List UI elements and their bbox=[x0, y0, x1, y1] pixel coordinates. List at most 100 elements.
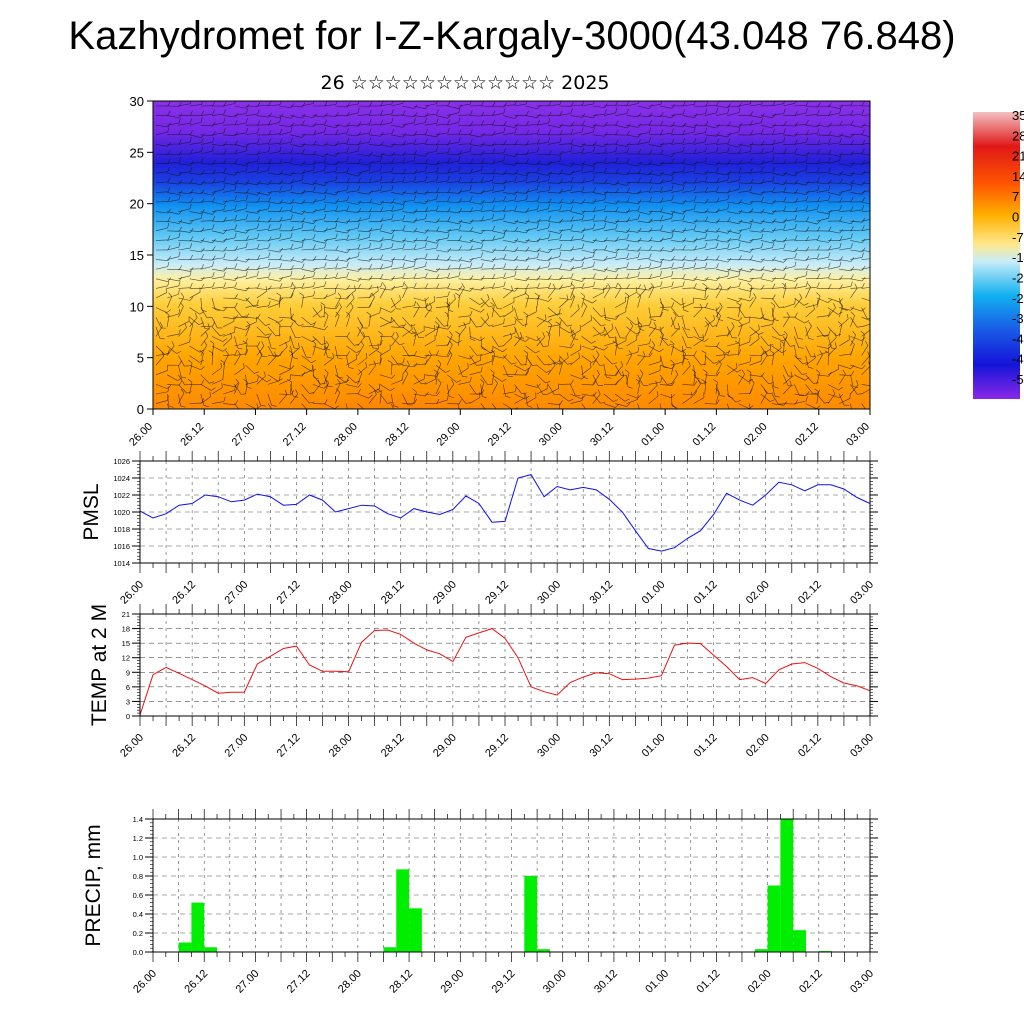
x-tick-label: 27.00 bbox=[230, 421, 258, 449]
colorbar-label: 28 bbox=[1012, 128, 1024, 143]
colorbar-gradient bbox=[973, 112, 1020, 399]
x-tick-label: 02.12 bbox=[797, 968, 825, 996]
x-tick-label: 01.00 bbox=[640, 732, 668, 760]
y-tick-label: 10 bbox=[130, 299, 144, 314]
x-tick-label: 29.00 bbox=[431, 579, 459, 607]
y-tick-label: 6 bbox=[126, 683, 130, 692]
x-tick-label: 02.00 bbox=[742, 421, 770, 449]
y-tick-label: 1014 bbox=[113, 559, 130, 568]
x-tick-label: 30.12 bbox=[592, 968, 620, 996]
y-tick-label: 0.0 bbox=[133, 948, 143, 957]
y-tick-label: 5 bbox=[137, 351, 144, 366]
x-tick-label: 27.00 bbox=[222, 732, 250, 760]
x-tick-label: 29.12 bbox=[490, 968, 518, 996]
x-tick-label: 03.00 bbox=[844, 421, 872, 449]
y-axis-label: PMSL bbox=[80, 483, 103, 540]
x-tick-label: 30.00 bbox=[535, 579, 563, 607]
y-axis-label: PRECIP, mm bbox=[82, 824, 105, 946]
x-tick-label: 28.00 bbox=[336, 968, 364, 996]
y-tick-label: 0.8 bbox=[133, 872, 143, 881]
x-tick-label: 02.00 bbox=[744, 579, 772, 607]
y-tick-label: 12 bbox=[122, 654, 130, 663]
y-tick-label: 0 bbox=[126, 712, 130, 721]
y-tick-label: 15 bbox=[122, 639, 130, 648]
x-tick-label: 02.12 bbox=[796, 732, 824, 760]
x-tick-label: 27.00 bbox=[234, 968, 262, 996]
precip-bar bbox=[537, 949, 550, 952]
x-tick-label: 30.00 bbox=[541, 968, 569, 996]
x-tick-label: 26.00 bbox=[131, 968, 159, 996]
x-tick-label: 26.12 bbox=[170, 579, 198, 607]
y-tick-label: 25 bbox=[130, 145, 144, 160]
x-tick-label: 30.12 bbox=[587, 732, 615, 760]
x-tick-label: 03.00 bbox=[848, 732, 876, 760]
x-tick-label: 27.00 bbox=[222, 579, 250, 607]
colorbar-label: -35 bbox=[1012, 311, 1024, 326]
x-tick-label: 28.12 bbox=[387, 968, 415, 996]
x-tick-label: 29.12 bbox=[483, 732, 511, 760]
y-tick-label: 0 bbox=[137, 402, 144, 417]
x-tick-label: 30.00 bbox=[535, 732, 563, 760]
y-tick-label: 0.6 bbox=[133, 891, 143, 900]
x-tick-label: 26.00 bbox=[127, 421, 155, 449]
x-tick-label: 03.00 bbox=[848, 579, 876, 607]
x-tick-label: 02.00 bbox=[744, 732, 772, 760]
y-tick-label: 0.4 bbox=[133, 910, 143, 919]
x-tick-label: 30.12 bbox=[588, 421, 616, 449]
y-tick-label: 18 bbox=[122, 625, 130, 634]
x-tick-label: 28.12 bbox=[383, 421, 411, 449]
x-tick-label: 27.12 bbox=[275, 732, 303, 760]
y-tick-label: 9 bbox=[126, 668, 130, 677]
x-tick-label: 28.00 bbox=[332, 421, 360, 449]
precip-bar bbox=[780, 819, 794, 952]
x-tick-label: 01.00 bbox=[639, 421, 667, 449]
y-tick-label: 1.0 bbox=[133, 853, 143, 862]
x-tick-label: 28.00 bbox=[327, 732, 355, 760]
colorbar-label: -14 bbox=[1012, 250, 1024, 265]
x-tick-label: 27.12 bbox=[285, 968, 313, 996]
x-tick-label: 03.00 bbox=[848, 968, 876, 996]
cross-section-panel: 0 5 10 15 20 25 30 26.00 26.12 27.00 27.12 28.00 28.… bbox=[127, 94, 872, 449]
temp-panel: 0 3 6 9 12 15 18 21 26.00 26.12 27.00 27.12 28.00 28.… bbox=[88, 604, 878, 760]
colorbar-label: 0 bbox=[1012, 210, 1019, 225]
pmsl-line bbox=[139, 474, 871, 552]
precip-bar bbox=[383, 947, 397, 952]
colorbar-label: 21 bbox=[1012, 149, 1024, 164]
y-tick-label: 1020 bbox=[113, 508, 130, 517]
x-tick-label: 01.12 bbox=[692, 579, 720, 607]
colorbar-label: -56 bbox=[1012, 372, 1024, 387]
colorbar: 35 28 21 14 7 0 -7 -14 -21 -28 -35 -42 -49 -56 bbox=[973, 108, 1024, 399]
y-tick-label: 20 bbox=[130, 197, 144, 212]
warm-core-area-2 bbox=[625, 360, 725, 409]
y-tick-label: 0.2 bbox=[133, 929, 143, 938]
precip-bar bbox=[767, 885, 781, 952]
y-tick-label: 1024 bbox=[113, 474, 130, 483]
y-tick-label: 1018 bbox=[113, 525, 130, 534]
x-tick-label: 29.12 bbox=[483, 579, 511, 607]
x-tick-label: 29.00 bbox=[434, 421, 462, 449]
precip-panel: 0.0 0.2 0.4 0.6 0.8 1.0 1.2 1.4 26.00 26.12 27.00 2… bbox=[82, 809, 878, 996]
x-tick-label: 02.00 bbox=[746, 968, 774, 996]
x-tick-label: 01.00 bbox=[640, 579, 668, 607]
precip-bar bbox=[524, 876, 538, 952]
wind-barbs bbox=[155, 101, 870, 409]
x-tick-label: 29.12 bbox=[486, 421, 514, 449]
x-tick-label: 01.12 bbox=[691, 421, 719, 449]
x-tick-label: 26.00 bbox=[118, 732, 146, 760]
y-axis-label: TEMP at 2 M bbox=[88, 604, 111, 726]
precip-bar bbox=[178, 942, 192, 952]
x-tick-label: 28.12 bbox=[379, 732, 407, 760]
precip-bar bbox=[204, 947, 218, 952]
colorbar-label: 7 bbox=[1012, 189, 1019, 204]
chart-subtitle: 26 ☆☆☆☆☆☆☆☆☆☆☆☆ 2025 bbox=[320, 72, 610, 94]
colorbar-label: 35 bbox=[1012, 108, 1024, 123]
y-tick-label: 15 bbox=[130, 248, 144, 263]
x-tick-label: 01.00 bbox=[643, 968, 671, 996]
x-tick-label: 28.00 bbox=[327, 579, 355, 607]
x-tick-label: 01.12 bbox=[695, 968, 723, 996]
x-tick-label: 27.12 bbox=[275, 579, 303, 607]
x-tick-label: 28.12 bbox=[379, 579, 407, 607]
colorbar-label: -21 bbox=[1012, 270, 1024, 285]
colorbar-label: -7 bbox=[1012, 230, 1024, 245]
x-tick-label: 26.12 bbox=[182, 968, 210, 996]
